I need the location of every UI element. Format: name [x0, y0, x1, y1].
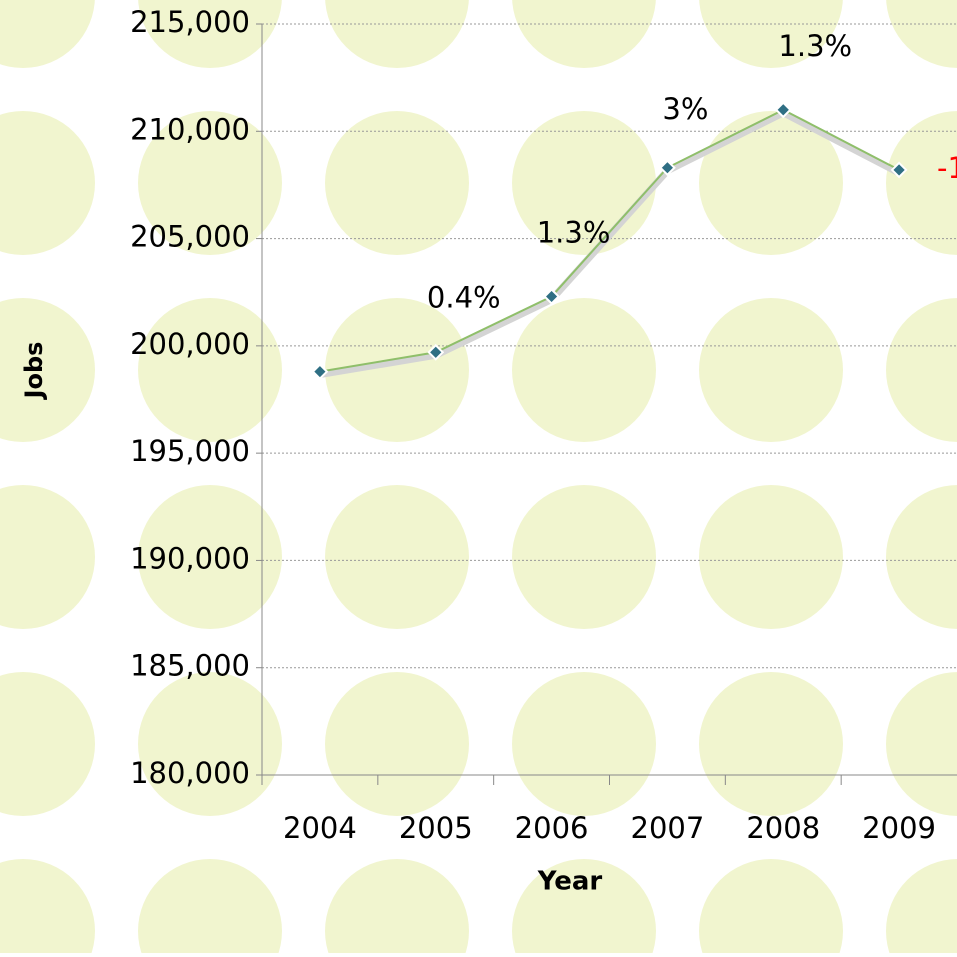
- marker: [311, 363, 329, 381]
- annotation: 1.3%: [778, 29, 852, 63]
- annotation: -1.3%: [937, 151, 957, 185]
- marker: [659, 159, 676, 177]
- y-tick-label: 215,000: [130, 5, 250, 39]
- x-tick-label: 2007: [631, 811, 705, 845]
- annotation: 0.4%: [427, 280, 501, 314]
- y-tick-label: 180,000: [130, 756, 250, 790]
- line: [319, 108, 900, 373]
- y-tick-label: 200,000: [130, 327, 250, 361]
- line-shadow: [319, 108, 901, 379]
- annotation: 1.3%: [537, 216, 611, 250]
- marker: [427, 343, 445, 361]
- y-axis-label: Jobs: [20, 342, 48, 401]
- x-axis-label: Year: [537, 867, 603, 897]
- x-tick-label: 2006: [515, 811, 589, 845]
- y-tick-label: 195,000: [130, 434, 250, 468]
- annotation: 3%: [662, 92, 708, 126]
- marker: [543, 288, 560, 305]
- y-tick-label: 190,000: [130, 541, 250, 575]
- marker: [890, 161, 908, 179]
- x-tick-label: 2004: [283, 811, 357, 845]
- x-tick-label: 2005: [399, 811, 473, 845]
- y-tick-label: 185,000: [130, 649, 250, 683]
- x-tick-label: 2008: [746, 811, 820, 845]
- marker: [774, 101, 792, 119]
- y-tick-label: 210,000: [130, 112, 250, 146]
- y-tick-label: 205,000: [130, 220, 250, 254]
- x-tick-label: 2009: [862, 811, 936, 845]
